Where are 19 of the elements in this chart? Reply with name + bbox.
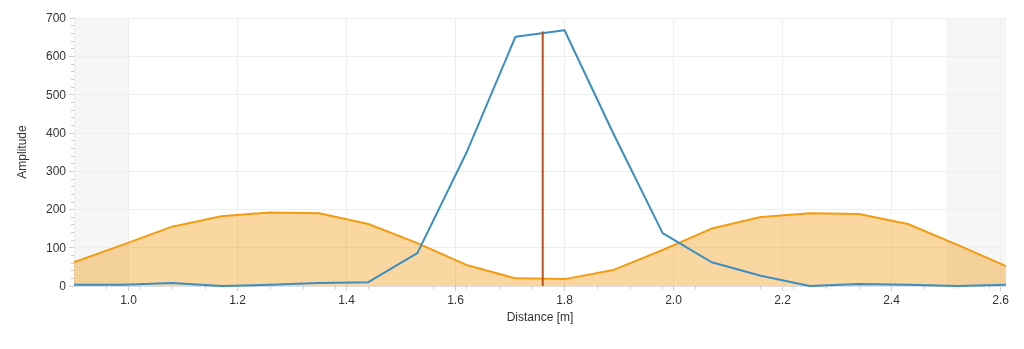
y-tick-label: 100 [45, 240, 67, 255]
x-tick-label: 1.8 [556, 293, 574, 307]
y-tick-label: 500 [45, 87, 67, 102]
x-tick-label: 1.0 [120, 293, 138, 307]
y-tick-label: 400 [45, 125, 67, 140]
x-tick-label: 2.0 [665, 293, 683, 307]
x-tick-label: 1.6 [447, 293, 465, 307]
y-tick-label: 0 [59, 279, 67, 293]
x-tick-label: 2.6 [992, 293, 1010, 307]
x-tick-label: 2.4 [883, 293, 901, 307]
x-axis-title: Distance [m] [506, 309, 574, 324]
x-tick-label: 2.2 [774, 293, 792, 307]
y-tick-label: 600 [45, 49, 67, 64]
y-axis-title: Amplitude [15, 125, 29, 179]
y-tick-label: 700 [45, 11, 67, 25]
y-tick-label: 300 [45, 164, 67, 179]
x-tick-label: 1.2 [229, 293, 247, 307]
x-tick-label: 1.4 [338, 293, 356, 307]
y-tick-label: 200 [45, 202, 67, 217]
